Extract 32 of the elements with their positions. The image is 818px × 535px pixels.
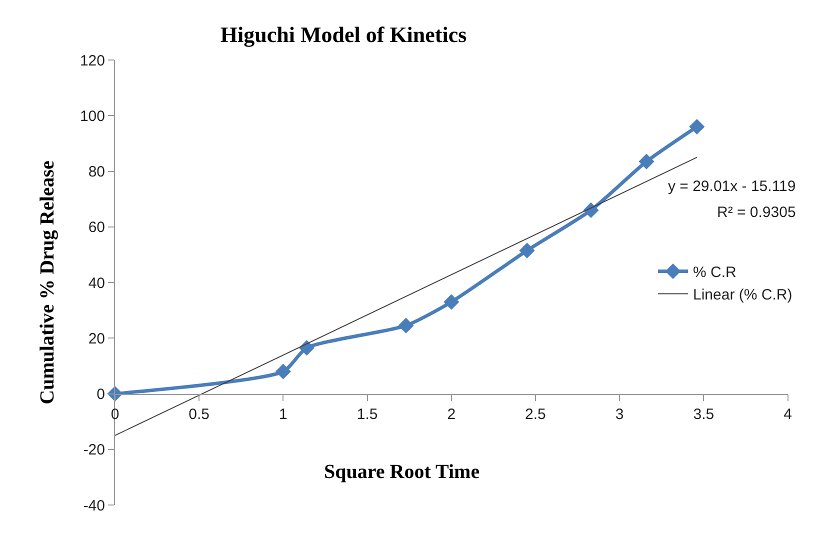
x-tick-label: 1.5 <box>356 406 378 423</box>
annotation: R² = 0.9305 <box>717 204 796 221</box>
point <box>444 294 460 310</box>
y-tick-label: -40 <box>83 497 105 514</box>
x-tick-label: 0.5 <box>188 406 210 423</box>
y-tick-label: 100 <box>80 108 105 125</box>
y-tick-label: 120 <box>80 52 105 70</box>
x-tick-label: 1 <box>279 406 288 423</box>
point <box>519 242 535 258</box>
y-tick-label: 60 <box>88 219 105 236</box>
y-tick-label: 40 <box>88 274 105 292</box>
x-tick-label: 3.5 <box>693 406 714 423</box>
x-tick-label: 2.5 <box>525 406 546 423</box>
legend-label: Linear (% C.R) <box>693 286 792 304</box>
y-tick-label: -20 <box>83 442 105 459</box>
point <box>398 318 414 334</box>
point <box>638 154 654 170</box>
x-tick-label: 0 <box>110 406 120 423</box>
y-tick-label: 20 <box>88 330 105 348</box>
y-tick-label: 80 <box>88 164 105 180</box>
annotation: y = 29.01x - 15.119 <box>668 178 796 195</box>
y-tick-label: 0 <box>96 386 105 403</box>
point <box>689 118 705 135</box>
y-axis-title: Cumulative % Drug Release <box>36 160 58 404</box>
x-axis-title: Square Root Time <box>324 461 480 483</box>
legend-label: % C.R <box>693 264 737 282</box>
chart-title: Higuchi Model of Kinetics <box>220 22 468 48</box>
point <box>298 340 315 356</box>
point <box>275 364 291 380</box>
x-tick-label: 2 <box>447 406 456 423</box>
x-tick-label: 4 <box>784 406 792 423</box>
x-tick-label: 3 <box>615 406 624 423</box>
